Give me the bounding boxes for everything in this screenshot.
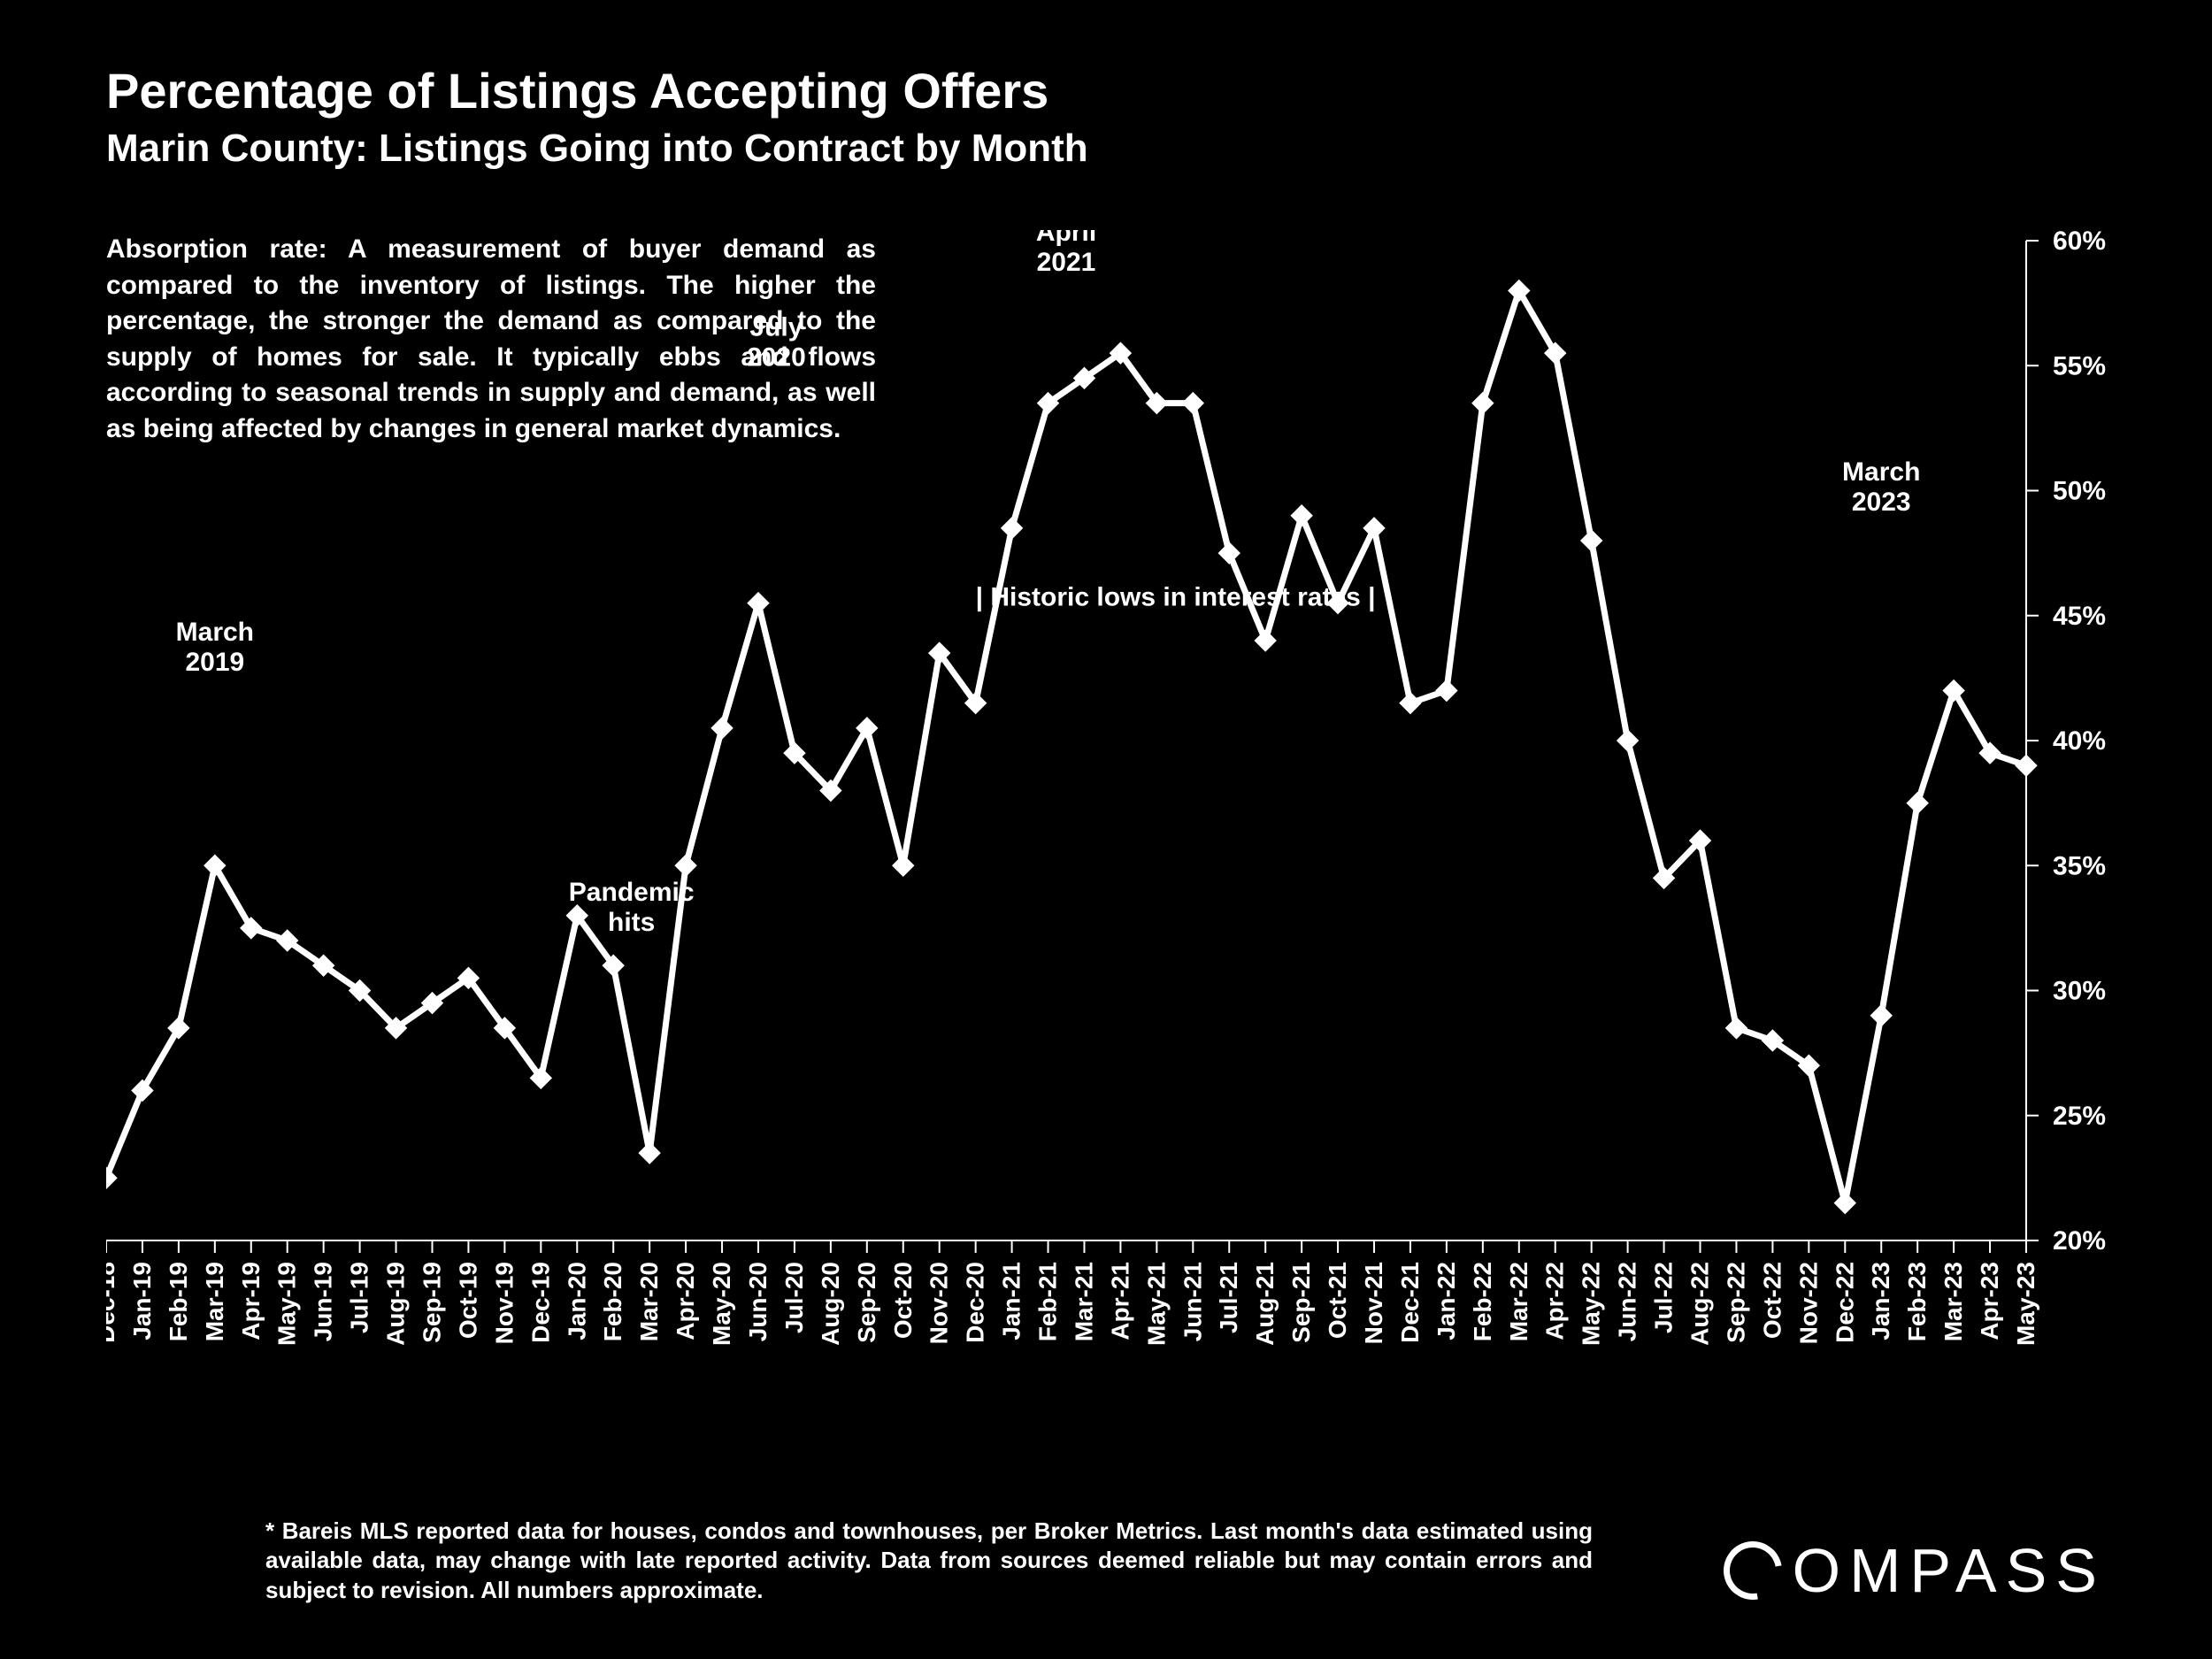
x-tick-label: Feb-20 xyxy=(599,1262,626,1341)
x-tick-label: Apr-19 xyxy=(237,1262,265,1340)
data-marker xyxy=(1435,680,1457,702)
x-tick-label: Jul-20 xyxy=(780,1262,808,1333)
x-tick-label: Sep-21 xyxy=(1287,1262,1315,1343)
x-tick-label: Apr-21 xyxy=(1106,1262,1133,1340)
x-tick-label: Nov-22 xyxy=(1794,1262,1822,1344)
x-tick-label: Jun-19 xyxy=(310,1262,337,1341)
data-marker xyxy=(1906,792,1928,814)
x-tick-label: Jan-19 xyxy=(128,1262,156,1340)
data-marker xyxy=(892,855,914,877)
x-tick-label: Oct-20 xyxy=(889,1262,917,1339)
chart-annotation: July2020 xyxy=(747,312,806,372)
data-marker xyxy=(1725,1017,1747,1039)
x-tick-label: Aug-20 xyxy=(817,1262,844,1346)
chart-container: 20% 25% 30% 35% 40% 45% 50% 55% 60% Dec-18 Jan-19 F… xyxy=(106,230,2124,1433)
x-tick-label: Nov-21 xyxy=(1360,1262,1387,1344)
data-marker xyxy=(2015,755,2037,777)
x-tick-label: Jun-20 xyxy=(744,1262,772,1341)
x-tick-label: Dec-21 xyxy=(1396,1262,1424,1343)
data-marker xyxy=(1363,517,1385,539)
chart-footnote: * Bareis MLS reported data for houses, c… xyxy=(265,1517,1593,1606)
x-tick-label: May-21 xyxy=(1142,1262,1170,1346)
compass-logo-icon xyxy=(1712,1530,1793,1611)
data-marker xyxy=(710,717,733,739)
x-tick-label: Nov-20 xyxy=(926,1262,953,1344)
x-tick-label: Oct-22 xyxy=(1758,1262,1786,1339)
y-tick-label: 60% xyxy=(2053,230,2106,256)
y-tick-label: 55% xyxy=(2053,351,2106,380)
chart-annotation: | Historic lows in interest rates | xyxy=(976,582,1376,611)
compass-logo-text: OMPASS xyxy=(1793,1535,2106,1606)
x-tick-label: Oct-21 xyxy=(1324,1262,1351,1339)
x-tick-label: Jan-23 xyxy=(1867,1262,1894,1340)
data-marker xyxy=(674,855,696,877)
x-tick-label: Jul-19 xyxy=(346,1262,373,1333)
y-tick-label: 25% xyxy=(2053,1102,2106,1131)
data-marker xyxy=(1399,692,1421,714)
x-tick-label: Mar-23 xyxy=(1939,1262,1967,1341)
x-tick-label: Jul-21 xyxy=(1215,1262,1242,1333)
chart-annotation: March2019 xyxy=(176,618,254,677)
x-tick-label: May-20 xyxy=(708,1262,735,1346)
page-root: Percentage of Listings Accepting Offers … xyxy=(0,0,2212,1659)
x-tick-label: Jan-21 xyxy=(998,1262,1025,1340)
x-tick-label: Feb-23 xyxy=(1903,1262,1931,1341)
x-tick-label: May-22 xyxy=(1578,1262,1605,1346)
x-tick-label: May-23 xyxy=(2012,1262,2039,1346)
line-chart: 20% 25% 30% 35% 40% 45% 50% 55% 60% Dec-18 Jan-19 F… xyxy=(106,230,2124,1433)
x-tick-label: Dec-22 xyxy=(1831,1262,1858,1343)
y-tick-label: 30% xyxy=(2053,977,2106,1006)
y-tick-label: 50% xyxy=(2053,477,2106,506)
x-tick-label: Apr-20 xyxy=(672,1262,699,1340)
x-tick-label: Apr-23 xyxy=(1976,1262,2003,1340)
data-marker xyxy=(1001,517,1023,539)
data-marker xyxy=(1218,541,1240,564)
x-tick-label: Jun-22 xyxy=(1614,1262,1641,1341)
x-tick-label: Jul-22 xyxy=(1650,1262,1678,1333)
compass-logo: OMPASS xyxy=(1724,1535,2106,1606)
x-tick-label: Dec-19 xyxy=(526,1262,554,1343)
x-tick-label: May-19 xyxy=(273,1262,301,1346)
x-tick-label: Aug-22 xyxy=(1686,1262,1714,1346)
x-tick-label: Dec-20 xyxy=(962,1262,989,1343)
data-line xyxy=(106,291,2026,1203)
x-tick-label: Mar-22 xyxy=(1505,1262,1532,1341)
x-tick-label: Feb-21 xyxy=(1034,1262,1062,1341)
data-marker xyxy=(1182,392,1204,414)
data-marker xyxy=(1254,629,1276,651)
x-tick-label: Feb-19 xyxy=(165,1262,192,1341)
chart-annotation: March2023 xyxy=(1842,457,1920,517)
x-tick-label: Nov-19 xyxy=(490,1262,518,1344)
data-marker xyxy=(638,1141,660,1164)
data-marker xyxy=(747,592,769,614)
data-marker xyxy=(1870,1004,1892,1026)
x-tick-label: Sep-19 xyxy=(418,1262,445,1343)
data-marker xyxy=(1471,392,1494,414)
x-tick-label: Jan-22 xyxy=(1432,1262,1460,1340)
x-tick-label: Sep-20 xyxy=(853,1262,880,1343)
data-marker xyxy=(1580,529,1602,551)
x-tick-label: Oct-19 xyxy=(454,1262,481,1339)
y-tick-label: 45% xyxy=(2053,602,2106,631)
chart-title: Percentage of Listings Accepting Offers xyxy=(106,62,2106,119)
y-tick-label: 20% xyxy=(2053,1226,2106,1256)
x-tick-label: Feb-22 xyxy=(1469,1262,1496,1341)
y-tick-label: 35% xyxy=(2053,851,2106,880)
x-tick-label: Mar-19 xyxy=(201,1262,228,1341)
data-marker xyxy=(1617,729,1639,751)
x-tick-label: Apr-22 xyxy=(1541,1262,1569,1340)
x-tick-label: Jan-20 xyxy=(563,1262,590,1340)
x-tick-label: Mar-21 xyxy=(1070,1262,1097,1341)
x-tick-label: Mar-20 xyxy=(635,1262,663,1341)
data-marker xyxy=(1290,504,1312,526)
chart-subtitle: Marin County: Listings Going into Contra… xyxy=(106,127,2106,171)
y-tick-label: 40% xyxy=(2053,726,2106,756)
x-tick-label: Aug-19 xyxy=(382,1262,410,1346)
data-marker xyxy=(1834,1192,1856,1214)
x-tick-label: Sep-22 xyxy=(1722,1262,1749,1343)
x-tick-label: Jun-21 xyxy=(1179,1262,1206,1341)
x-tick-label: Aug-21 xyxy=(1251,1262,1279,1346)
chart-annotation: April2021 xyxy=(1036,230,1096,277)
x-tick-label: Dec-18 xyxy=(106,1262,119,1343)
